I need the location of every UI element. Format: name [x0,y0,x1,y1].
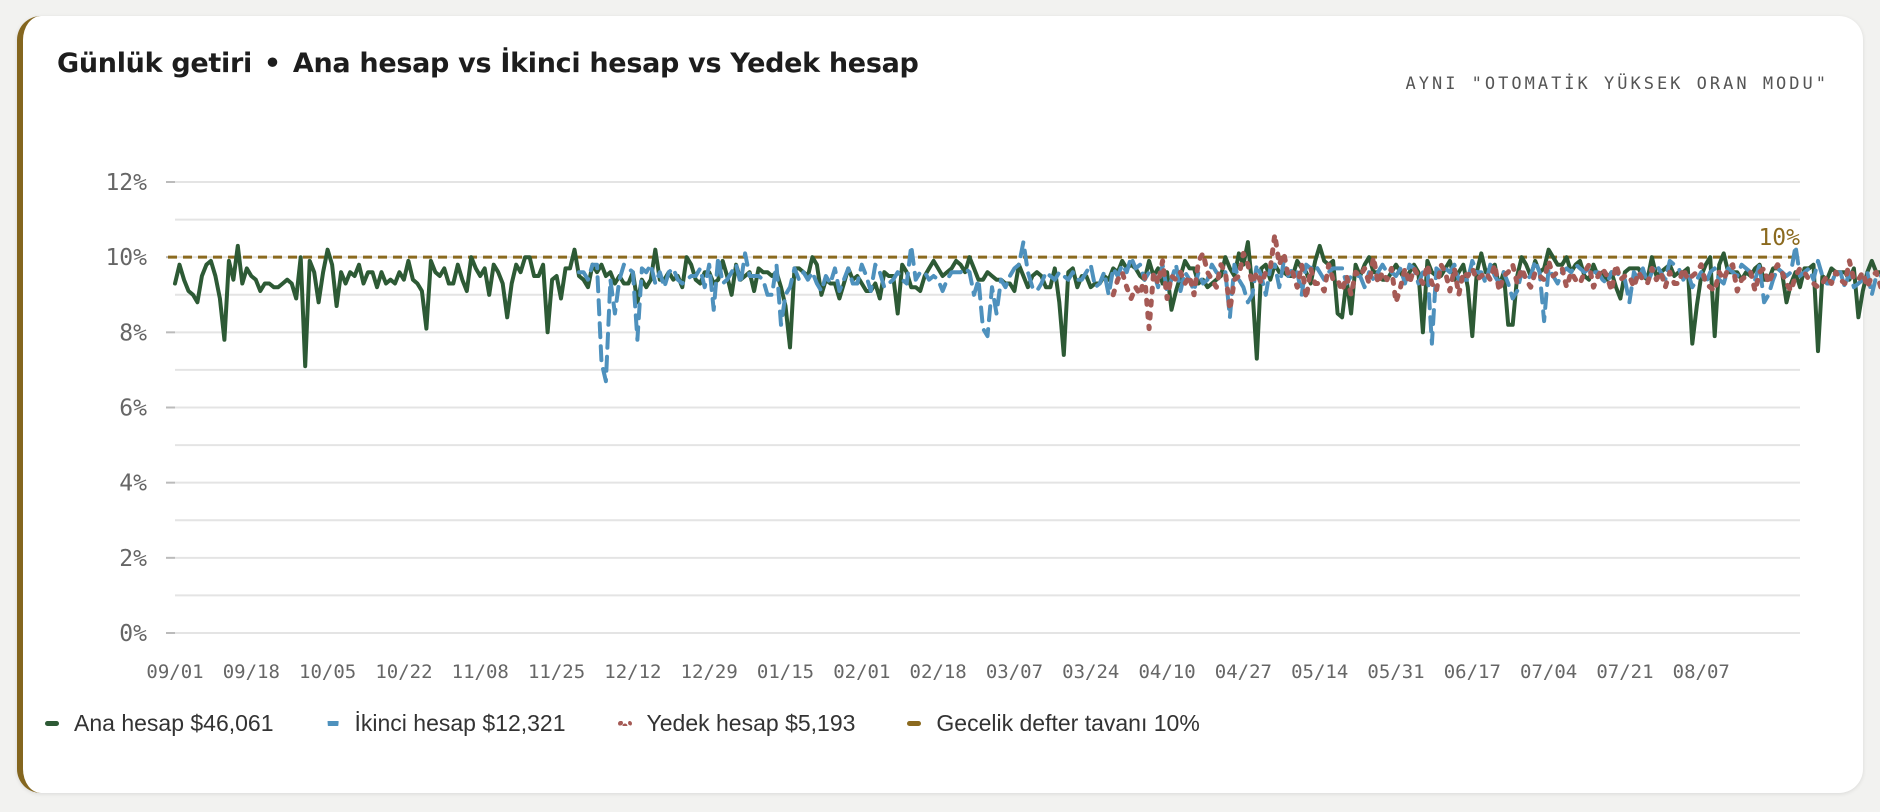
y-tick-label: 4% [119,471,147,497]
ceiling-line-label: 10% [1758,225,1800,251]
series-lines [173,232,1880,384]
x-tick-label: 09/18 [223,661,280,683]
x-tick-label: 10/05 [299,661,356,683]
chart-title: Günlük getiri • Ana hesap vs İkinci hesap … [57,48,919,79]
x-axis-ticks: 09/01 09/18 10/05 10/22 11/08 11/25 12/12 12/29… [146,661,1729,683]
series-line-yedek [1110,232,1880,332]
x-tick-label: 03/24 [1062,661,1119,683]
x-tick-label: 10/22 [375,661,432,683]
y-tick-label: 10% [105,245,147,271]
x-tick-label: 09/01 [146,661,203,683]
series-line-ikinci [577,240,1880,384]
x-tick-label: 06/17 [1444,661,1501,683]
x-tick-label: 05/31 [1367,661,1424,683]
y-tick-label: 8% [119,320,147,346]
x-tick-label: 05/14 [1291,661,1348,683]
x-tick-label: 03/07 [986,661,1043,683]
legend-label-yedek: Yedek hesap $5,193 [646,710,856,736]
legend-label-ceiling: Gecelik defter tavanı 10% [936,710,1200,736]
legend-swatch-yedek [617,721,632,726]
x-tick-label: 01/15 [757,661,814,683]
legend-swatch-ceiling [907,721,922,726]
x-tick-label: 07/21 [1596,661,1653,683]
x-tick-label: 02/01 [833,661,890,683]
y-tick-label: 12% [105,170,147,196]
title-separator: • [263,48,281,79]
legend-label-ana: Ana hesap $46,061 [74,710,274,736]
y-tick-label: 0% [119,621,147,647]
x-tick-label: 07/04 [1520,661,1577,683]
title-sub: Ana hesap vs İkinci hesap vs Yedek hesap [292,48,919,79]
legend-swatch-ikinci [325,721,340,726]
legend-item-ceiling[interactable]: Gecelik defter tavanı 10% [907,710,1200,737]
series-line-ana [173,240,1880,369]
y-axis-ticks: 0% 2% 4% 6% 8% 10% 12% [105,170,175,647]
x-tick-label: 12/12 [604,661,661,683]
legend: Ana hesap $46,061 İkinci hesap $12,321 Y… [45,710,1252,737]
x-tick-label: 11/25 [528,661,585,683]
legend-item-ikinci[interactable]: İkinci hesap $12,321 [325,710,566,737]
x-tick-label: 12/29 [681,661,738,683]
x-tick-label: 08/07 [1673,661,1730,683]
x-tick-label: 02/18 [910,661,967,683]
x-tick-label: 04/10 [1138,661,1195,683]
chart-card: Günlük getiri • Ana hesap vs İkinci hesap … [17,16,1863,793]
ceiling-reference-line: 10% [168,225,1800,259]
legend-item-ana[interactable]: Ana hesap $46,061 [45,710,274,737]
grid-lines [175,181,1800,634]
y-tick-label: 2% [119,546,147,572]
x-tick-label: 11/08 [452,661,509,683]
legend-swatch-ana [45,721,59,726]
legend-label-ikinci: İkinci hesap $12,321 [354,710,566,736]
x-tick-label: 04/27 [1215,661,1272,683]
y-tick-label: 6% [119,396,147,422]
title-main: Günlük getiri [57,48,252,79]
mode-tag: AYNI "OTOMATİK YÜKSEK ORAN MODU" [1405,74,1829,94]
legend-item-yedek[interactable]: Yedek hesap $5,193 [617,710,856,737]
